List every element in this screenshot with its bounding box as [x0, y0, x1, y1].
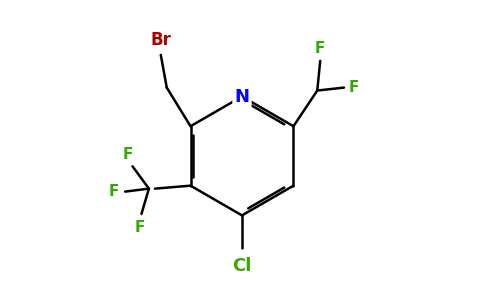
- Text: F: F: [123, 147, 133, 162]
- Text: Cl: Cl: [232, 257, 252, 275]
- Text: F: F: [348, 80, 359, 95]
- Text: F: F: [315, 41, 325, 56]
- Text: F: F: [135, 220, 145, 235]
- Text: Br: Br: [151, 31, 171, 49]
- Text: F: F: [109, 184, 119, 199]
- Text: N: N: [235, 88, 249, 106]
